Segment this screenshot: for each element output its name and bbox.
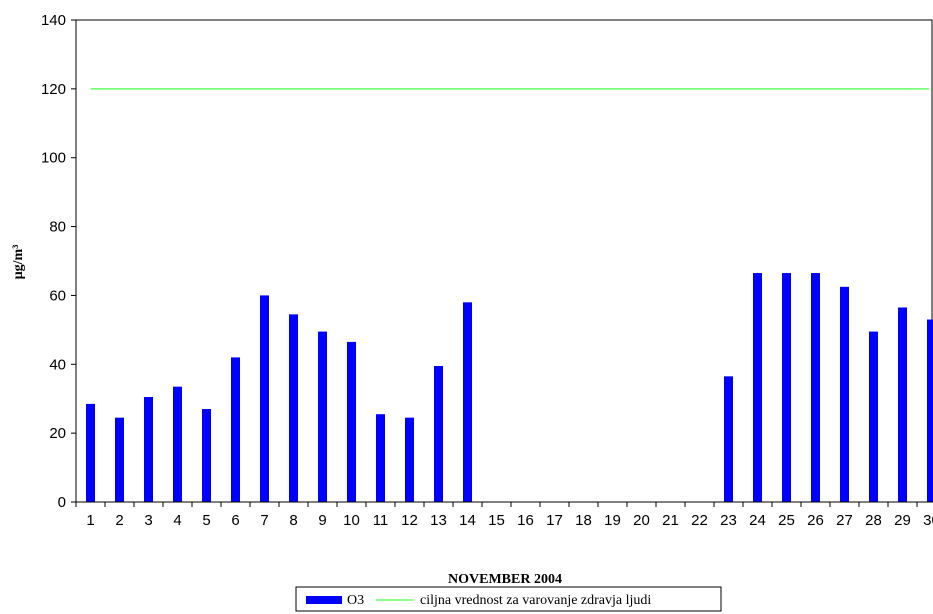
bar-o3 xyxy=(115,417,124,502)
x-tick-label: 8 xyxy=(289,512,297,529)
y-axis: 0 20 40 60 80 100 120 140 xyxy=(41,12,77,511)
x-tick-label: 30 xyxy=(923,512,933,529)
x-tick-label: 23 xyxy=(720,512,737,529)
bar-o3 xyxy=(347,341,356,502)
x-tick-label: 18 xyxy=(575,512,592,529)
x-axis: 1 2 3 4 5 6 7 8 9 10 11 12 13 14 15 16 17 18 19 20 21 22 23 24 2… xyxy=(75,501,933,529)
x-tick-label: 11 xyxy=(373,512,389,529)
bar-o3 xyxy=(405,417,414,502)
x-tick-label: 21 xyxy=(662,512,679,529)
x-tick-label: 13 xyxy=(430,512,447,529)
x-tick-label: 22 xyxy=(691,512,708,529)
bar-o3 xyxy=(782,273,791,502)
bar-o3 xyxy=(463,302,472,502)
bar-o3 xyxy=(869,331,878,502)
y-tick-label: 20 xyxy=(49,425,66,442)
bar-o3 xyxy=(811,273,820,502)
x-tick-label: 4 xyxy=(173,512,181,529)
x-tick-label: 26 xyxy=(807,512,824,529)
bar-o3 xyxy=(260,295,269,502)
x-tick-label: 19 xyxy=(604,512,621,529)
x-tick-label: 10 xyxy=(343,512,360,529)
bar-o3 xyxy=(86,403,95,502)
x-tick-label: 7 xyxy=(260,512,268,529)
plot-area xyxy=(76,19,933,502)
x-tick-label: 1 xyxy=(86,512,94,529)
legend-label-o3: O3 xyxy=(347,593,364,608)
bar-o3 xyxy=(927,319,933,502)
x-tick-label: 27 xyxy=(836,512,853,529)
bar-o3 xyxy=(289,314,298,502)
x-tick-label: 3 xyxy=(144,512,152,529)
bar-o3 xyxy=(173,386,182,502)
x-axis-title: NOVEMBER 2004 xyxy=(448,572,562,587)
x-tick-label: 14 xyxy=(459,512,476,529)
legend-label-target: ciljna vrednost za varovanje zdravja lju… xyxy=(420,593,651,608)
bar-o3 xyxy=(898,307,907,502)
x-tick-label: 24 xyxy=(749,512,766,529)
legend: O3 ciljna vrednost za varovanje zdravja … xyxy=(295,586,722,612)
x-tick-label: 12 xyxy=(401,512,418,529)
bar-o3 xyxy=(318,331,327,502)
y-tick-label: 0 xyxy=(58,494,66,511)
x-tick-label: 28 xyxy=(865,512,882,529)
x-tick-label: 16 xyxy=(517,512,534,529)
y-tick-label: 100 xyxy=(41,150,66,167)
x-tick-label: 2 xyxy=(115,512,123,529)
bar-o3 xyxy=(434,366,443,502)
x-tick-label: 17 xyxy=(546,512,563,529)
y-tick-label: 80 xyxy=(49,219,66,236)
bar-o3 xyxy=(724,376,733,502)
x-tick-label: 15 xyxy=(488,512,505,529)
bar-o3 xyxy=(231,357,240,502)
x-tick-label: 6 xyxy=(231,512,239,529)
y-tick-label: 120 xyxy=(41,81,66,98)
y-tick-label: 40 xyxy=(49,356,66,373)
y-tick-label: 140 xyxy=(41,12,66,29)
bar-o3 xyxy=(144,396,153,502)
legend-swatch-o3 xyxy=(306,596,342,604)
x-tick-label: 9 xyxy=(318,512,326,529)
legend-box xyxy=(295,586,722,612)
bar-o3 xyxy=(840,286,849,502)
bar-o3 xyxy=(753,273,762,502)
bar-o3 xyxy=(376,414,385,502)
bar-o3 xyxy=(202,409,211,502)
x-tick-label: 25 xyxy=(778,512,795,529)
x-tick-label: 29 xyxy=(894,512,911,529)
x-tick-label: 20 xyxy=(633,512,650,529)
y-tick-label: 60 xyxy=(49,287,66,304)
x-tick-label: 5 xyxy=(202,512,210,529)
y-axis-title: µg/m³ xyxy=(11,245,26,280)
